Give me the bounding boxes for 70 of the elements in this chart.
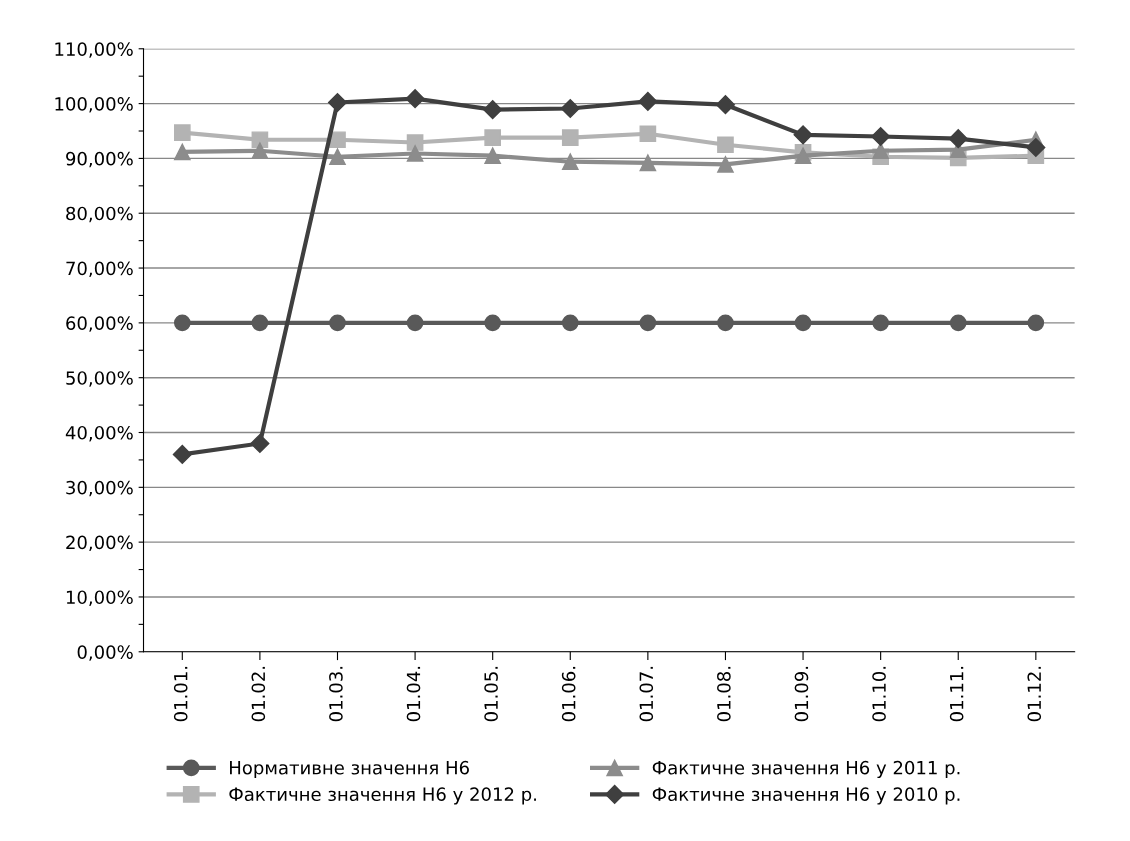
legend-label: Фактичне значення Н6 у 2010 р.: [652, 787, 960, 805]
x-tick-label: 01.07.: [639, 666, 654, 722]
point: [173, 124, 191, 141]
point: [715, 95, 735, 115]
point: [1027, 314, 1045, 332]
point: [794, 314, 812, 332]
point: [405, 89, 425, 109]
point: [251, 142, 269, 160]
point: [406, 145, 424, 162]
x-tick-label: 01.11.: [949, 666, 964, 722]
y-tick-label: 70,00%: [66, 261, 133, 278]
x-tick-label: 01.08.: [717, 666, 731, 722]
point: [484, 314, 502, 332]
y-tick-label: 30,00%: [66, 480, 133, 497]
point: [717, 136, 734, 154]
point: [948, 129, 968, 149]
point: [561, 153, 579, 171]
y-tick-label: 10,00%: [66, 590, 133, 606]
legend-label: Фактичне значення Н6 у 2011 р.: [652, 760, 960, 779]
point: [484, 129, 502, 146]
x-tick-label: 01.01.: [173, 666, 188, 722]
point: [329, 314, 346, 332]
y-tick-label: 50,00%: [66, 371, 133, 387]
point: [717, 314, 734, 332]
point: [639, 125, 657, 143]
point: [483, 100, 503, 120]
point: [173, 314, 191, 332]
point: [327, 92, 348, 113]
point: [406, 314, 424, 332]
legend-label: Нормативне значення Н6: [230, 760, 469, 779]
point: [639, 314, 657, 332]
point: [251, 131, 269, 149]
x-tick-label: 01.06.: [561, 666, 576, 722]
y-tick-label: 0,00%: [77, 645, 133, 661]
legend-label: Фактичне значення Н6 у 2012 р.: [229, 787, 536, 805]
point: [561, 129, 579, 146]
x-tick-label: 01.12.: [1027, 666, 1042, 722]
point: [794, 147, 812, 165]
point: [173, 143, 191, 161]
y-tick-label: 60,00%: [66, 316, 133, 332]
point: [639, 154, 657, 172]
x-tick-label: 01.09.: [794, 666, 809, 722]
y-tick-label: 110,00%: [55, 42, 133, 58]
point: [250, 433, 270, 454]
point: [638, 91, 658, 111]
y-tick-label: 80,00%: [66, 206, 133, 223]
point: [793, 125, 813, 145]
point: [172, 444, 192, 464]
point: [1026, 137, 1046, 157]
y-tick-label: 20,00%: [66, 535, 133, 552]
point: [717, 156, 734, 173]
point: [872, 142, 889, 160]
y-tick-label: 40,00%: [65, 425, 133, 442]
x-tick-label: 01.04.: [406, 666, 421, 722]
point: [560, 98, 580, 119]
point: [561, 314, 579, 332]
x-tick-label: 01.03.: [329, 666, 343, 722]
x-tick-label: 01.10.: [872, 666, 886, 722]
point: [406, 134, 424, 151]
y-tick-label: 100,00%: [55, 97, 133, 113]
point: [251, 314, 269, 332]
point: [329, 148, 346, 166]
x-tick-label: 01.02.: [251, 666, 266, 722]
point: [329, 131, 346, 149]
point: [872, 314, 889, 332]
point: [484, 147, 502, 165]
point: [949, 314, 967, 332]
x-tick-label: 01.05.: [484, 666, 498, 722]
y-tick-label: 90,00%: [66, 151, 133, 168]
point: [871, 126, 891, 147]
